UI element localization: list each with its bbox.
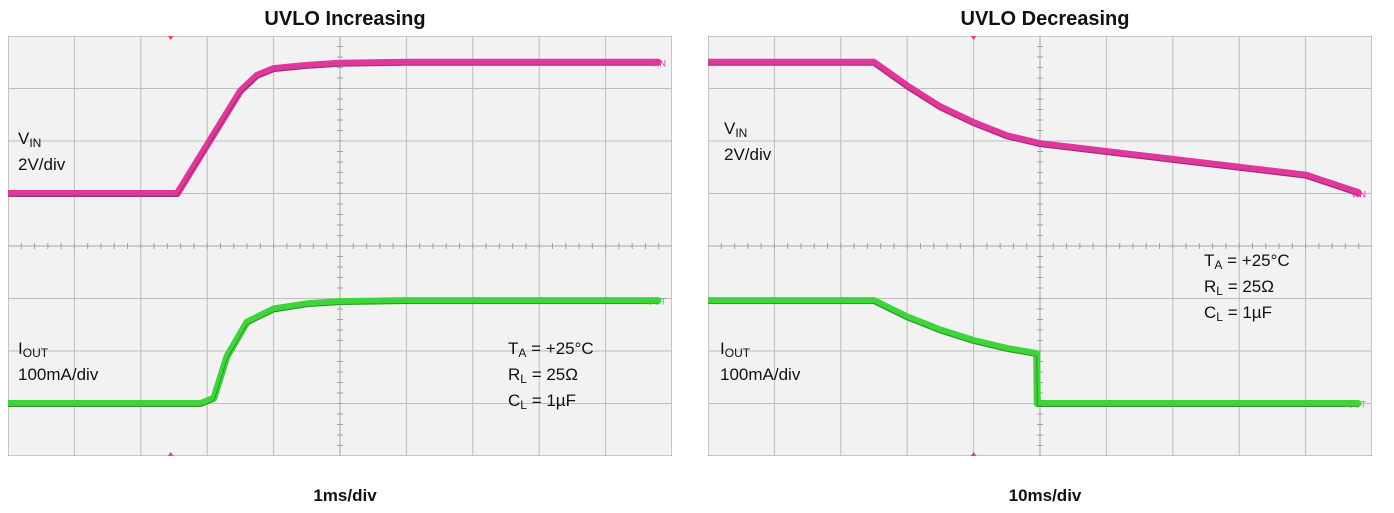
trigger-marker-top xyxy=(970,36,977,40)
trace-iout-edge xyxy=(8,302,658,407)
vin-scale: 2V/div xyxy=(724,145,772,164)
vin-label: VIN 2V/div xyxy=(18,128,65,176)
vin-label-main: V xyxy=(18,129,30,148)
trigger-marker-bottom xyxy=(970,452,977,456)
trace-vin-edge xyxy=(8,64,658,197)
condition-ta: TA = +25°C xyxy=(1204,251,1290,272)
test-conditions: TA = +25°C RL = 25Ω CL = 1µF xyxy=(508,338,594,416)
iout-label-main: I xyxy=(720,339,725,358)
chart-title: UVLO Increasing xyxy=(264,8,426,30)
vin-label-main: V xyxy=(724,119,736,138)
trigger-marker-top xyxy=(167,36,174,40)
iout-scale: 100mA/div xyxy=(18,365,99,384)
iout-label: IOUT 100mA/div xyxy=(18,338,98,386)
trace-iout xyxy=(8,297,662,407)
vin-scale: 2V/div xyxy=(18,155,66,174)
scope-screen: VIN IOUT xyxy=(708,36,1372,456)
channel-marker-iout: IOUT xyxy=(645,297,667,307)
chart-uvlo-increasing: UVLO Increasing VIN IOUT VIN 2V/div IOUT … xyxy=(0,0,690,513)
channel-marker-vin: VIN xyxy=(651,58,666,68)
timebase-label: 10ms/div xyxy=(1008,486,1082,505)
vin-label-sub: IN xyxy=(735,126,748,140)
vin-label-sub: IN xyxy=(29,136,42,150)
condition-cl: CL = 1µF xyxy=(1204,303,1272,324)
iout-scale: 100mA/div xyxy=(720,365,801,384)
test-conditions: TA = +25°C RL = 25Ω CL = 1µF xyxy=(1204,250,1290,328)
vin-label: VIN 2V/div xyxy=(724,118,771,166)
condition-rl: RL = 25Ω xyxy=(1204,277,1274,298)
channel-marker-vin: VIN xyxy=(1351,190,1366,200)
iout-label-main: I xyxy=(18,339,23,358)
trace-vin xyxy=(8,58,662,197)
iout-label-sub: OUT xyxy=(22,346,49,360)
chart-title: UVLO Decreasing xyxy=(960,8,1130,30)
timebase-label: 1ms/div xyxy=(313,486,377,505)
iout-label-sub: OUT xyxy=(724,346,751,360)
trace-vin-edge xyxy=(708,64,1359,197)
condition-cl: CL = 1µF xyxy=(508,391,576,412)
iout-label: IOUT 100mA/div xyxy=(720,338,800,386)
chart-uvlo-decreasing: UVLO Decreasing VIN IOUT VIN 2V/div IOUT … xyxy=(700,0,1390,513)
scope-screen: VIN IOUT xyxy=(8,36,672,456)
trigger-marker-bottom xyxy=(167,452,174,456)
condition-ta: TA = +25°C xyxy=(508,339,594,360)
channel-marker-iout: IOUT xyxy=(1345,400,1367,410)
trace-iout-edge xyxy=(708,302,1358,407)
trace-vin xyxy=(708,58,1362,197)
condition-rl: RL = 25Ω xyxy=(508,365,578,386)
